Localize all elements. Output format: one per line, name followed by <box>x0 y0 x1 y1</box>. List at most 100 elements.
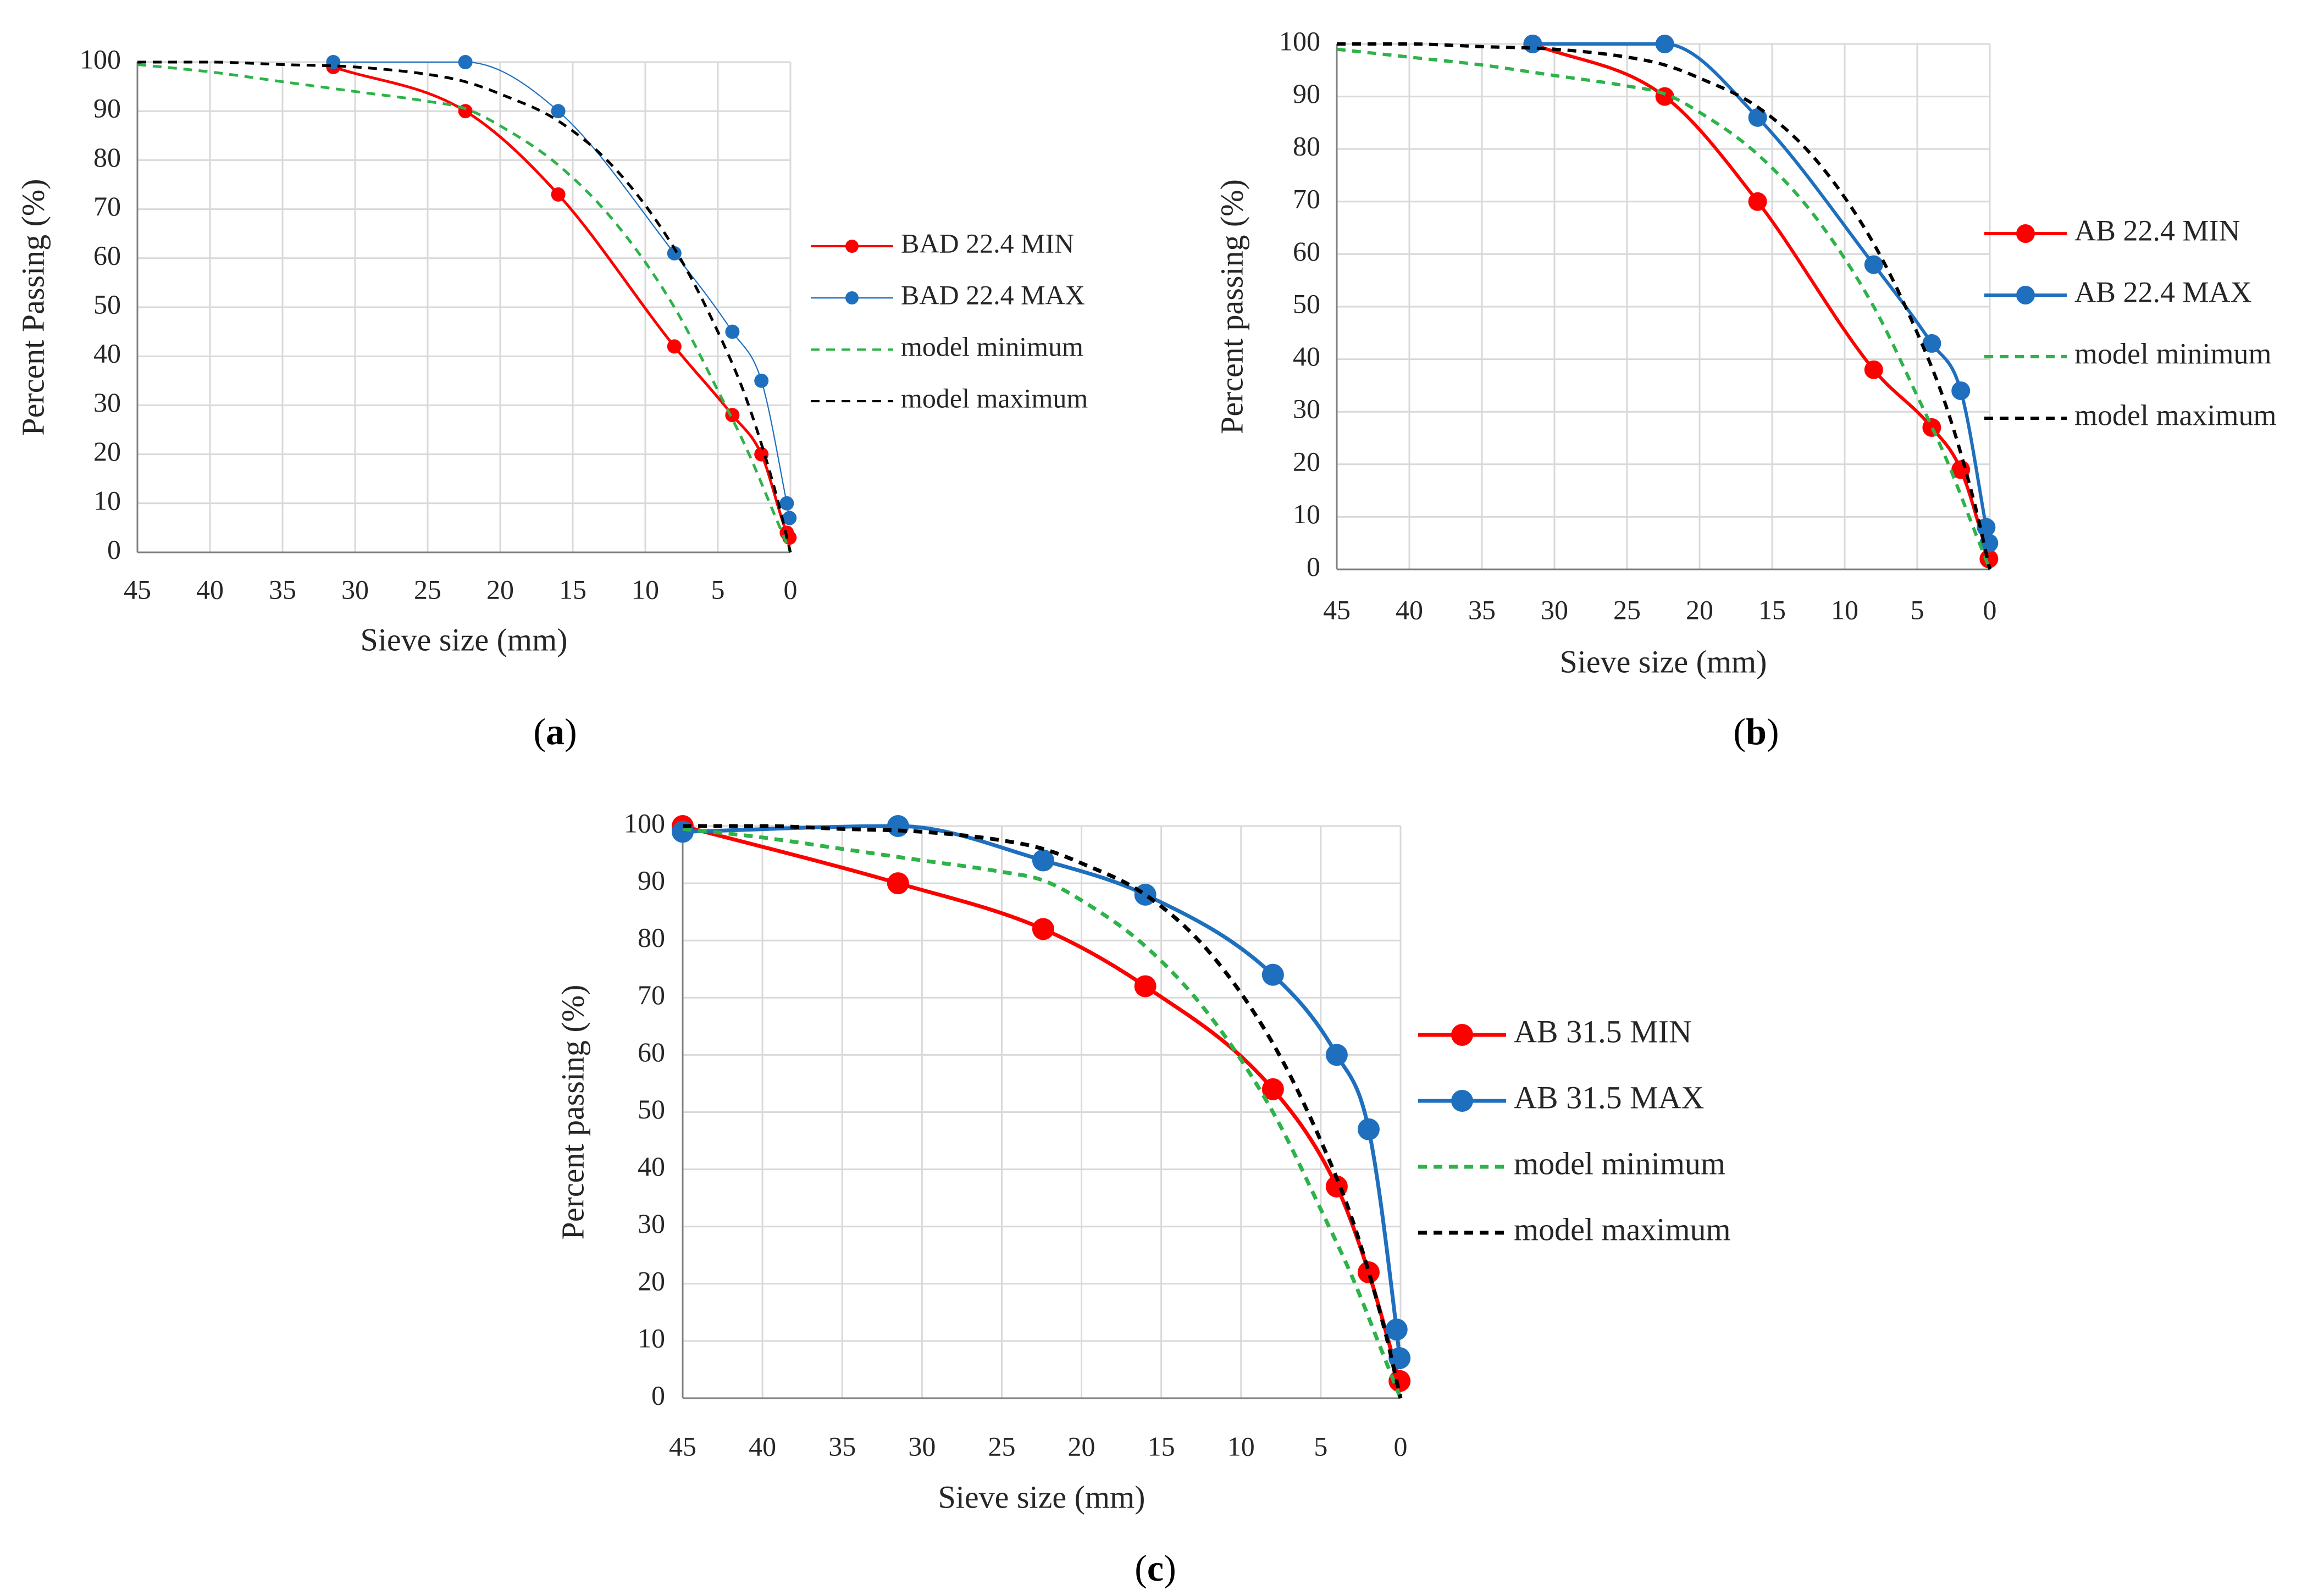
x-tick-label: 25 <box>988 1431 1015 1461</box>
data-point-ab-22-4-min <box>1748 192 1767 211</box>
panel-label-open-paren: ( <box>533 711 546 752</box>
legend-label-ab-22-4-min: AB 22.4 MIN <box>2074 214 2240 247</box>
data-point-ab-31-5-max <box>887 815 909 837</box>
x-tick-label: 45 <box>124 574 151 605</box>
x-tick-label: 15 <box>1148 1431 1175 1461</box>
y-axis-title: Percent passing (%) <box>1214 179 1249 434</box>
y-tick-label: 40 <box>638 1151 665 1182</box>
x-tick-label: 35 <box>828 1431 856 1461</box>
data-point-ab-31-5-min <box>1032 918 1054 940</box>
legend: AB 22.4 MIN AB 22.4 MAX model minimum model… <box>1984 214 2276 431</box>
y-tick-label: 100 <box>624 807 665 838</box>
x-tick-label: 0 <box>1983 594 1997 625</box>
x-tick-label: 10 <box>1227 1431 1255 1461</box>
data-point-ab-31-5-max <box>1385 1318 1408 1341</box>
legend-marker-ab-22-4-min <box>2016 224 2035 243</box>
data-point-bad-22-4-max <box>458 55 473 69</box>
x-axis-title: Sieve size (mm) <box>1560 644 1767 679</box>
data-point-ab-31-5-min <box>1357 1261 1380 1283</box>
legend-marker-ab-31-5-min <box>1451 1024 1473 1046</box>
data-point-ab-31-5-max <box>1032 849 1054 872</box>
y-tick-label: 10 <box>1293 498 1320 529</box>
x-tick-label: 45 <box>669 1431 696 1461</box>
legend: BAD 22.4 MIN BAD 22.4 MAX model minimum mod… <box>811 228 1088 413</box>
series-line-model-minimum <box>1336 47 1991 570</box>
y-tick-label: 60 <box>638 1037 665 1067</box>
panel-label-letter: b <box>1746 711 1767 752</box>
series-line-model-minimum <box>682 827 1403 1399</box>
x-tick-label: 5 <box>1911 594 1924 625</box>
legend-label-model-minimum: model minimum <box>901 331 1083 362</box>
y-tick-label: 100 <box>1279 25 1320 56</box>
series-line-model-maximum <box>682 824 1403 1399</box>
x-tick-label: 40 <box>749 1431 776 1461</box>
y-axis-title: Percent passing (%) <box>555 985 590 1240</box>
y-tick-label: 70 <box>1293 183 1320 214</box>
data-point-ab-31-5-max <box>1357 1118 1380 1140</box>
x-tick-label: 35 <box>269 574 296 605</box>
chart-panel-c: 45 40 35 30 25 20 15 10 5 00102030405060708090100… <box>555 807 1730 1588</box>
y-tick-label: 70 <box>93 191 121 221</box>
legend-label-model-minimum: model minimum <box>2074 337 2272 370</box>
chart-panel-b: 45 40 35 30 25 20 15 10 5 00102030405060708090100… <box>1214 25 2276 752</box>
panel-label-close-paren: ) <box>565 711 577 752</box>
panel-label: (b) <box>1733 711 1779 752</box>
data-point-ab-31-5-max <box>1388 1347 1411 1370</box>
x-tick-label: 40 <box>1396 594 1423 625</box>
y-tick-label: 20 <box>638 1265 665 1296</box>
legend-label-ab-22-4-max: AB 22.4 MAX <box>2074 275 2252 308</box>
data-point-bad-22-4-max <box>779 496 794 511</box>
x-tick-label: 15 <box>559 574 586 605</box>
x-tick-label: 0 <box>784 574 798 605</box>
x-tick-label: 10 <box>632 574 659 605</box>
y-tick-label: 20 <box>1293 446 1320 477</box>
data-point-ab-31-5-min <box>887 872 909 895</box>
data-point-ab-22-4-max <box>1748 108 1767 127</box>
series-line-model-maximum <box>1336 42 1991 570</box>
data-point-ab-22-4-max <box>1523 35 1542 53</box>
y-tick-label: 20 <box>93 436 121 467</box>
y-tick-label: 0 <box>1307 551 1320 581</box>
panel-label: (a) <box>533 711 577 752</box>
y-tick-label: 90 <box>93 93 121 124</box>
data-point-bad-22-4-min <box>667 339 682 354</box>
y-tick-label: 90 <box>1293 78 1320 109</box>
data-point-bad-22-4-max <box>725 324 740 339</box>
legend-marker-ab-31-5-max <box>1451 1090 1473 1112</box>
x-tick-label: 35 <box>1468 594 1496 625</box>
panel-label-letter: c <box>1147 1547 1164 1589</box>
x-tick-label: 30 <box>341 574 369 605</box>
data-point-ab-22-4-min <box>1922 418 1941 437</box>
x-tick-label: 20 <box>1686 594 1713 625</box>
y-tick-label: 80 <box>93 142 121 173</box>
data-point-ab-22-4-max <box>1951 381 1971 400</box>
data-point-ab-31-5-max <box>672 821 694 843</box>
y-tick-label: 30 <box>93 387 121 418</box>
y-tick-label: 90 <box>638 865 665 896</box>
series-line-model-minimum <box>137 63 792 553</box>
y-tick-label: 0 <box>651 1380 665 1410</box>
y-tick-label: 50 <box>93 289 121 319</box>
legend-label-bad-22-4-max: BAD 22.4 MAX <box>901 279 1085 310</box>
legend-marker-bad-22-4-max <box>845 291 859 304</box>
panel-label: (c) <box>1135 1547 1176 1589</box>
x-tick-label: 0 <box>1394 1431 1408 1461</box>
panel-label-open-paren: ( <box>1135 1547 1147 1589</box>
chart-panel-a: 45 40 35 30 25 20 15 10 5 00102030405060708090100… <box>15 43 1088 752</box>
legend-label-ab-31-5-max: AB 31.5 MAX <box>1514 1079 1704 1115</box>
x-tick-label: 30 <box>1541 594 1568 625</box>
x-tick-label: 5 <box>711 574 725 605</box>
y-tick-label: 50 <box>638 1094 665 1124</box>
legend-label-model-minimum: model minimum <box>1514 1145 1725 1181</box>
x-tick-label: 40 <box>196 574 224 605</box>
data-point-ab-22-4-max <box>1977 518 1996 537</box>
data-point-bad-22-4-max <box>782 511 797 525</box>
y-tick-label: 60 <box>1293 236 1320 267</box>
x-tick-label: 30 <box>908 1431 936 1461</box>
x-tick-label: 10 <box>1831 594 1858 625</box>
data-point-ab-22-4-max <box>1864 255 1883 274</box>
data-point-bad-22-4-min <box>551 187 566 202</box>
x-axis-title: Sieve size (mm) <box>361 622 568 657</box>
x-tick-label: 20 <box>486 574 514 605</box>
legend-marker-bad-22-4-min <box>845 240 859 253</box>
